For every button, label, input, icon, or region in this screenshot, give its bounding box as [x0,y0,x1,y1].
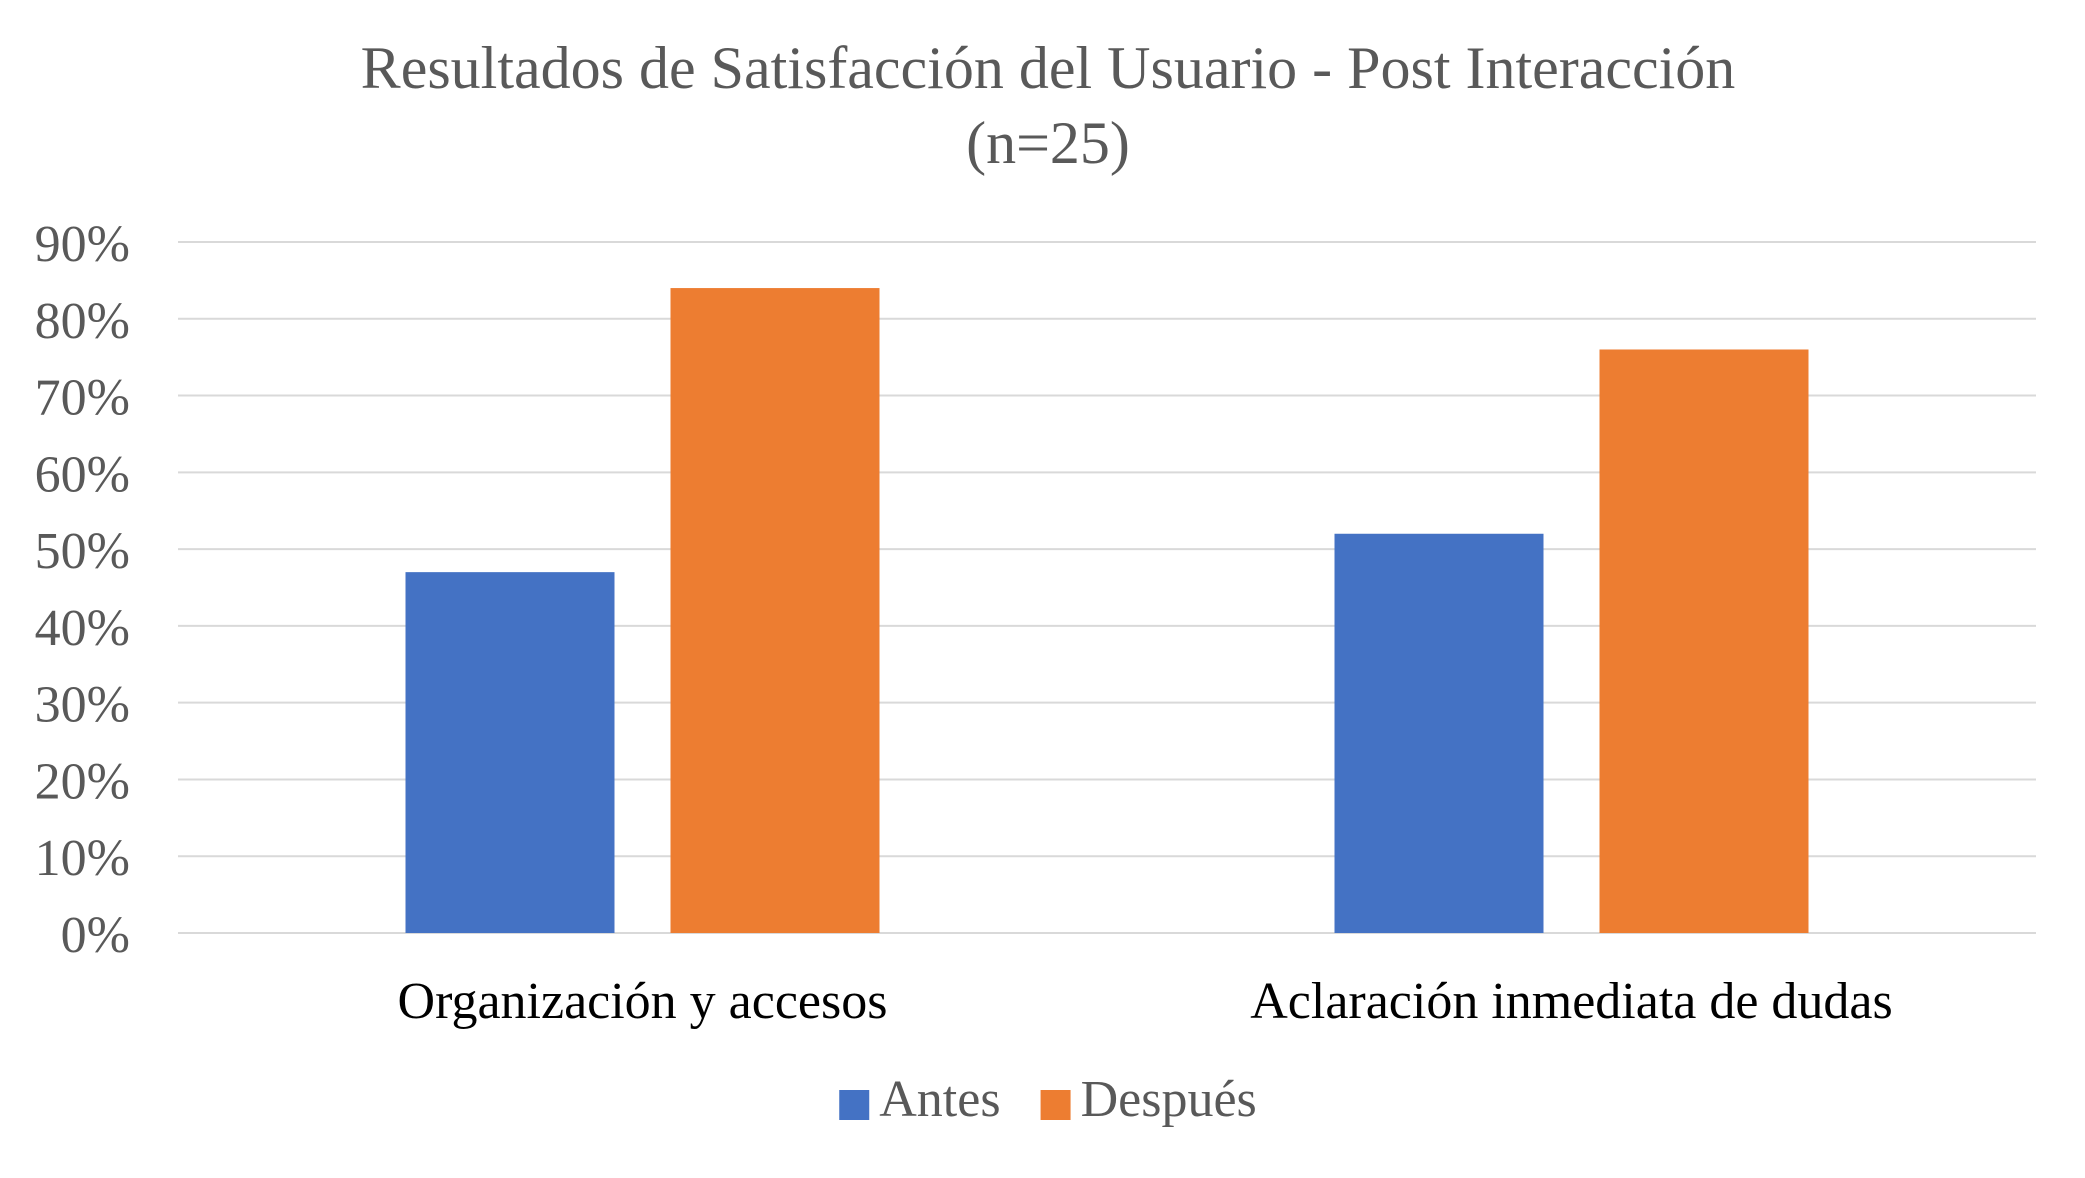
bar-despu-s [670,288,880,934]
bar-antes [405,572,615,933]
y-tick-label: 0% [61,907,130,964]
legend-label: Antes [879,1071,1000,1128]
chart-title: Resultados de Satisfacción del Usuario -… [361,35,1736,101]
y-axis-ticks: 0% 10% 20% 30% 40% 50% 60% 70% 80% 90% [35,216,130,964]
legend-item: Después [1040,1071,1257,1128]
bar-despu-s [1599,349,1809,933]
legend-label: Después [1081,1071,1257,1128]
y-tick-label: 30% [35,677,130,734]
bar-antes [1334,533,1544,933]
y-tick-label: 60% [35,446,130,503]
legend: Antes Después [839,1071,1257,1128]
y-tick-label: 70% [35,370,130,427]
x-axis-labels: Organización y accesos Aclaración inmedia… [398,973,1893,1030]
y-tick-label: 40% [35,600,130,657]
y-tick-label: 50% [35,523,130,580]
y-tick-label: 90% [35,216,130,273]
legend-item: Antes [839,1071,1001,1128]
bars [405,288,1809,934]
x-category-label: Aclaración inmediata de dudas [1250,973,1893,1030]
x-category-label: Organización y accesos [398,973,888,1030]
y-tick-label: 20% [35,753,130,810]
chart-subtitle: (n=25) [966,110,1130,176]
y-tick-label: 80% [35,293,130,350]
y-tick-label: 10% [35,830,130,887]
legend-swatch [839,1090,870,1120]
legend-swatch [1040,1090,1071,1120]
